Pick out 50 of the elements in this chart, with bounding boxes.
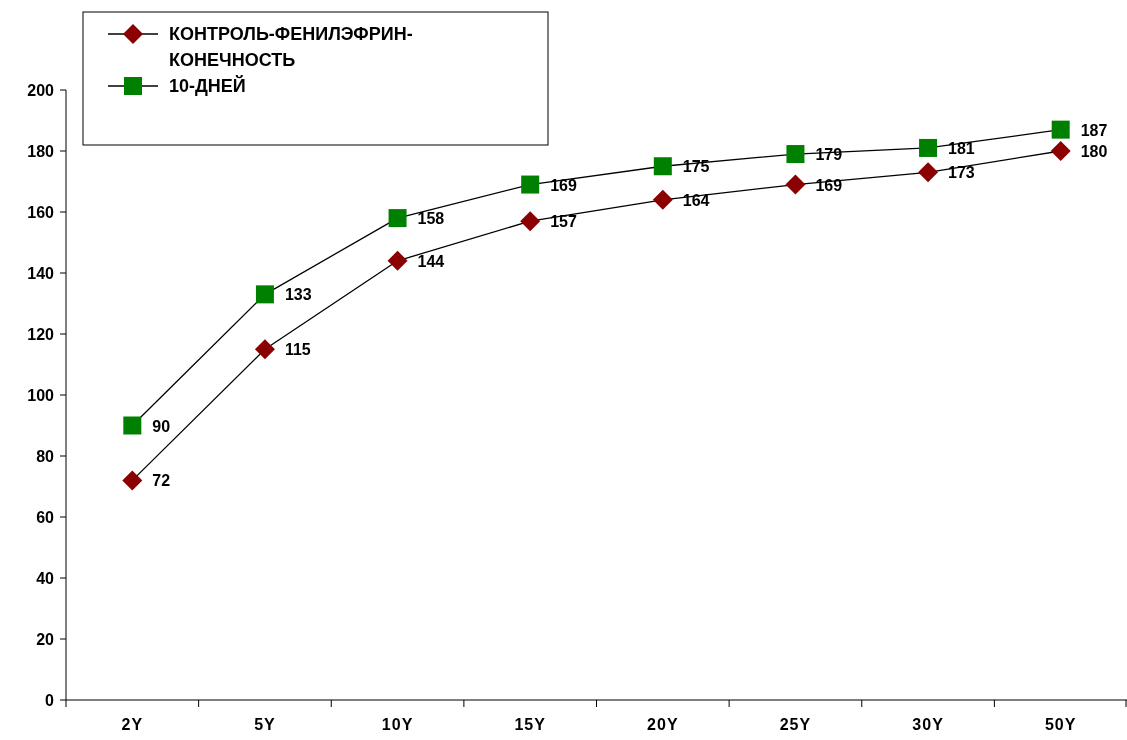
- point: [785, 174, 806, 195]
- point: [521, 175, 540, 194]
- x-tick-label: 30Y: [912, 716, 944, 733]
- y-tick-label: 180: [27, 142, 55, 160]
- data-label: 169: [550, 176, 577, 194]
- data-label: 72: [152, 472, 171, 490]
- point: [388, 209, 407, 228]
- point: [786, 145, 805, 164]
- point: [387, 250, 408, 271]
- y-tick-label: 80: [36, 447, 55, 465]
- legend-label: 10-ДНЕЙ: [169, 75, 246, 96]
- y-tick-label: 160: [27, 203, 55, 221]
- x-tick-label: 50Y: [1044, 716, 1077, 733]
- y-tick-label: 140: [27, 264, 55, 282]
- y-tick-label: 120: [27, 325, 55, 343]
- point: [1050, 141, 1071, 161]
- x-tick-label: 25Y: [779, 716, 812, 733]
- x-tick-label: 10Y: [381, 716, 414, 733]
- point: [918, 162, 939, 183]
- point: [123, 416, 142, 435]
- data-label: 158: [417, 210, 445, 228]
- point: [653, 157, 672, 176]
- point: [254, 339, 275, 360]
- data-label: 173: [948, 164, 975, 182]
- point: [652, 189, 673, 210]
- data-label: 144: [417, 252, 445, 270]
- y-tick-label: 20: [36, 630, 55, 648]
- x-tick-label: 2Y: [121, 716, 144, 733]
- y-tick-label: 100: [27, 386, 55, 404]
- point: [122, 470, 143, 491]
- y-tick-label: 200: [27, 81, 55, 99]
- legend-label: КОНТРОЛЬ-ФЕНИЛЭФРИН-КОНЕЧНОСТЬ: [169, 24, 413, 70]
- point: [919, 138, 938, 157]
- point: [1051, 120, 1070, 139]
- data-label: 133: [284, 286, 312, 304]
- point: [255, 285, 274, 304]
- x-tick-label: 20Y: [647, 716, 679, 733]
- data-label: 157: [550, 213, 577, 231]
- y-tick-label: 0: [45, 691, 55, 709]
- y-tick-label: 60: [36, 508, 55, 526]
- x-tick-label: 5Y: [254, 716, 276, 733]
- x-tick-label: 15Y: [514, 716, 546, 733]
- data-label: 90: [152, 417, 171, 435]
- data-label: 181: [948, 139, 975, 157]
- data-label: 115: [284, 341, 311, 359]
- data-label: 164: [682, 191, 710, 209]
- y-tick-label: 40: [36, 569, 55, 587]
- point: [520, 211, 541, 232]
- data-label: 187: [1080, 121, 1108, 139]
- data-label: 180: [1080, 143, 1108, 160]
